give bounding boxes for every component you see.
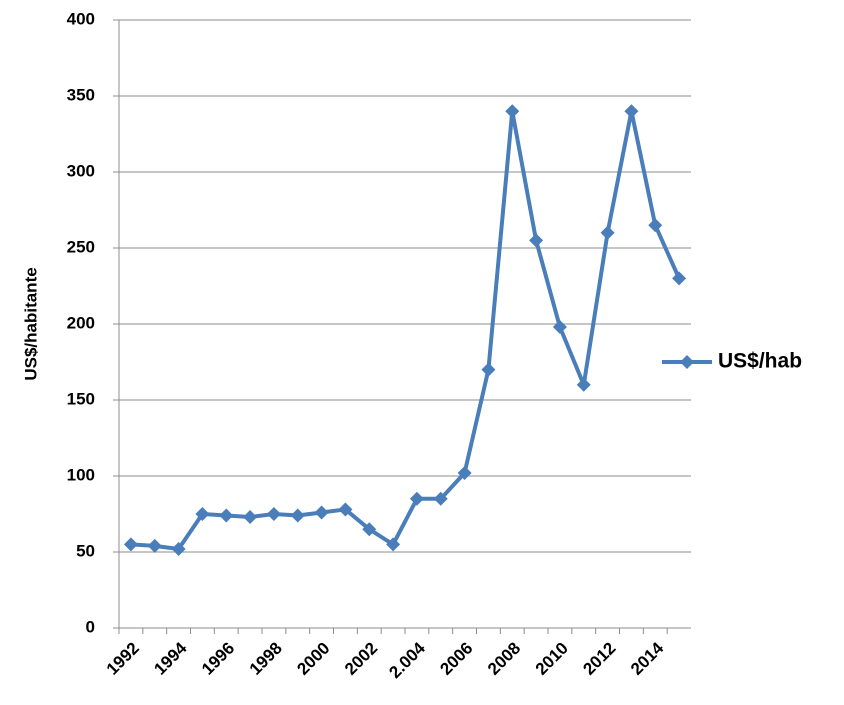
data-point [362,522,377,537]
data-point [457,465,472,480]
y-tick-label: 350 [67,85,95,104]
data-point [648,218,663,233]
data-point [147,538,162,553]
data-point [290,508,305,523]
x-tick-label: 2010 [532,639,572,679]
data-point [123,537,138,552]
data-point [672,271,687,286]
data-point [505,104,520,119]
series-line [130,109,681,551]
data-point [266,507,281,521]
data-point [529,233,544,248]
data-point [481,362,496,377]
data-point [433,491,448,506]
data-point [576,377,591,392]
data-point [195,507,210,521]
y-tick-label: 50 [76,541,95,560]
legend-marker [680,355,694,369]
x-tick-label: 2000 [293,639,333,679]
y-tick-label: 250 [67,237,95,256]
data-point [243,510,258,525]
data-point [386,537,401,552]
x-tick-label: 1994 [150,638,191,679]
x-tick-label: 2012 [579,639,619,679]
x-tick-label: 2006 [436,639,476,679]
data-point [219,508,234,523]
y-tick-label: 150 [67,389,95,408]
data-point [171,541,186,556]
x-tick-label: 2014 [627,638,668,679]
data-point [314,505,329,520]
legend-label: US$/hab [718,350,802,373]
x-tick-label: 2008 [484,639,524,679]
x-tick-label: 2.004 [385,638,429,682]
x-tick-label: 2002 [341,639,381,679]
data-point [600,225,615,240]
x-tick-label: 1998 [246,639,286,679]
y-axis-label: US$/habitante [21,267,40,380]
y-tick-label: 300 [67,161,95,180]
x-tick-label: 1992 [103,639,143,679]
data-point [624,104,639,119]
y-tick-label: 0 [86,617,95,636]
y-tick-label: 400 [67,9,95,28]
y-tick-label: 100 [67,465,95,484]
y-tick-label: 200 [67,313,95,332]
data-point [552,320,567,335]
data-point [409,491,424,506]
data-point [338,502,353,517]
x-tick-label: 1996 [198,639,238,679]
